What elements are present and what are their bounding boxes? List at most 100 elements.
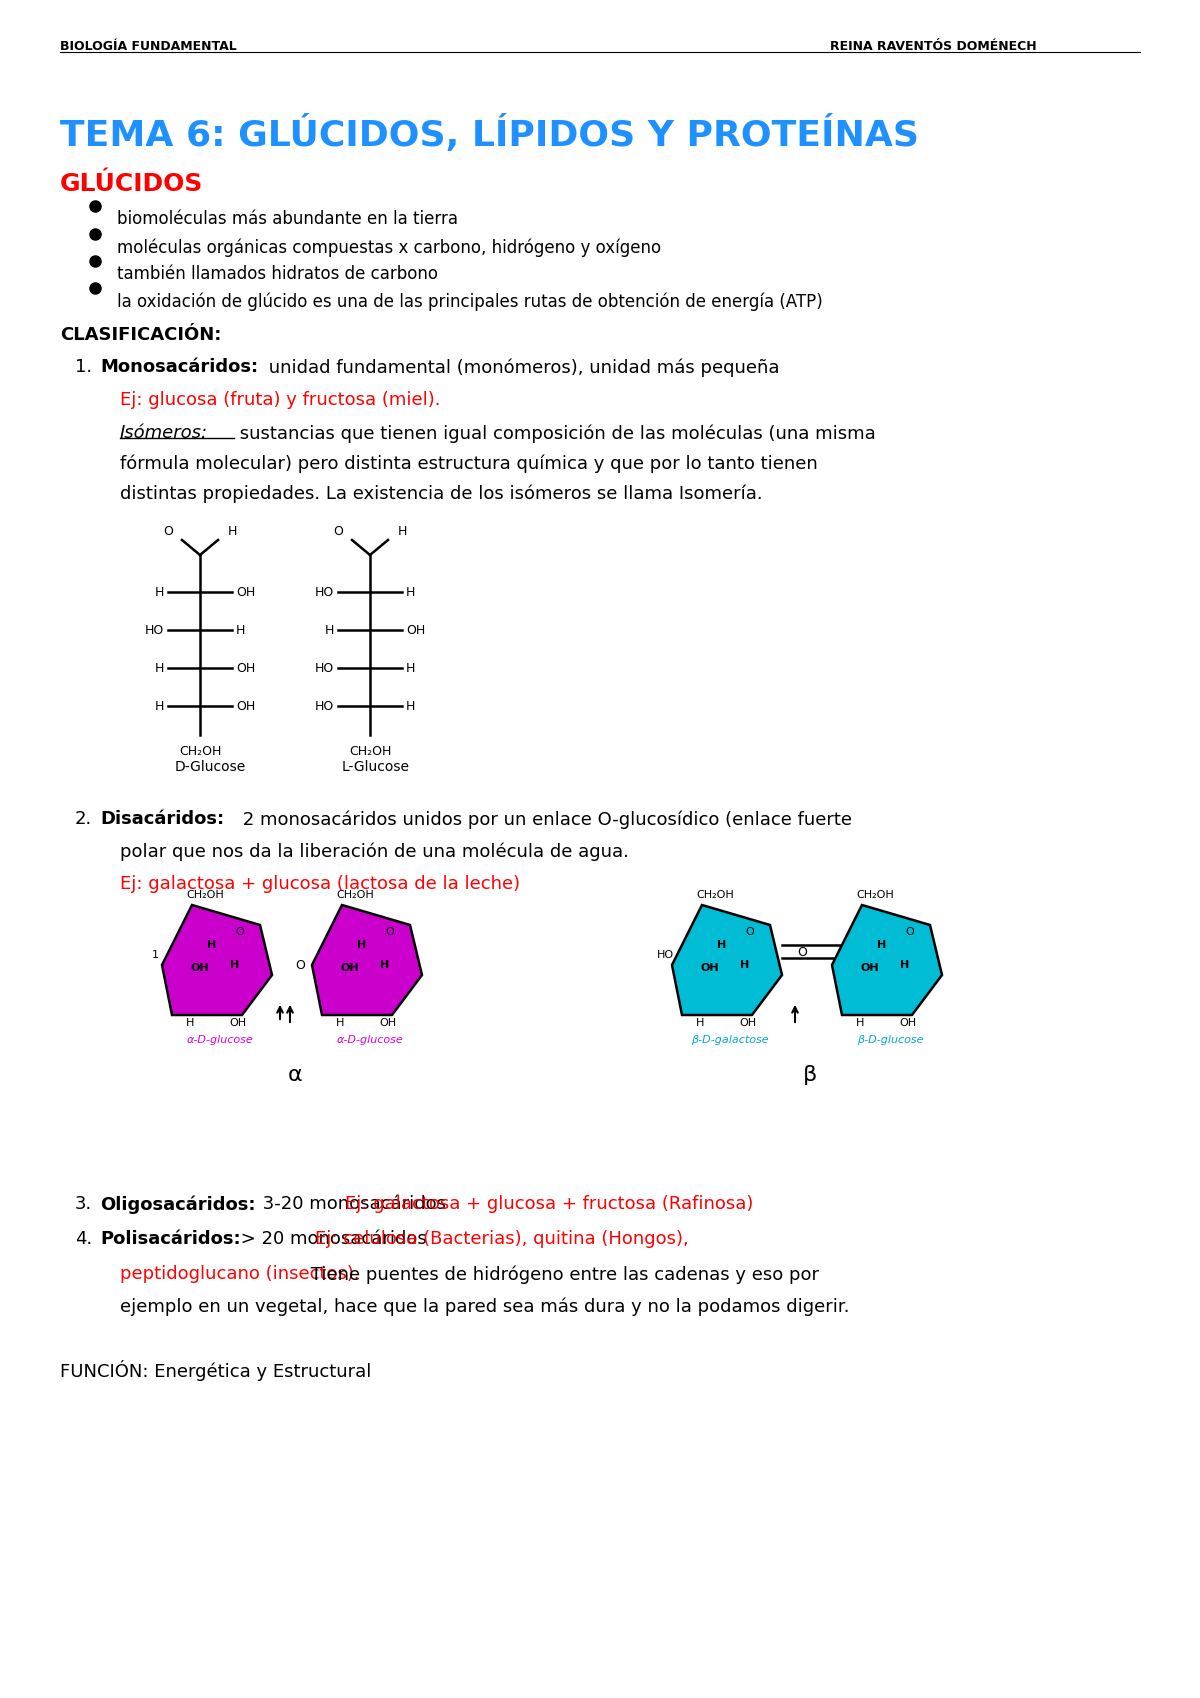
Text: OH: OH <box>229 1019 246 1027</box>
Text: Ej: galactosa + glucosa (lactosa de la leche): Ej: galactosa + glucosa (lactosa de la l… <box>120 874 520 893</box>
Text: Ej: glucosa (fruta) y fructosa (miel).: Ej: glucosa (fruta) y fructosa (miel). <box>120 391 440 409</box>
Text: H: H <box>856 1019 864 1027</box>
Text: H: H <box>380 959 390 970</box>
Text: Ej: galactosa + glucosa + fructosa (Rafinosa): Ej: galactosa + glucosa + fructosa (Rafi… <box>346 1195 754 1212</box>
Text: O: O <box>745 927 755 937</box>
Text: HO: HO <box>656 949 673 959</box>
Text: 2.: 2. <box>74 810 92 829</box>
Text: OH: OH <box>900 1019 917 1027</box>
Text: Tiene puentes de hidrógeno entre las cadenas y eso por: Tiene puentes de hidrógeno entre las cad… <box>305 1265 818 1284</box>
Text: GLÚCIDOS: GLÚCIDOS <box>60 171 203 195</box>
Text: sustancias que tienen igual composición de las moléculas (una misma: sustancias que tienen igual composición … <box>234 424 876 443</box>
Text: H: H <box>155 586 164 598</box>
Text: 1: 1 <box>151 949 158 959</box>
Text: HO: HO <box>314 662 334 674</box>
Text: H: H <box>230 959 240 970</box>
Text: 3.: 3. <box>74 1195 92 1212</box>
Text: O: O <box>235 927 245 937</box>
Text: β: β <box>803 1065 817 1085</box>
Polygon shape <box>312 905 422 1015</box>
Text: H: H <box>227 525 236 538</box>
Polygon shape <box>162 905 272 1015</box>
Text: BIOLOGÍA FUNDAMENTAL: BIOLOGÍA FUNDAMENTAL <box>60 41 236 53</box>
Text: unidad fundamental (monómeros), unidad más pequeña: unidad fundamental (monómeros), unidad m… <box>263 358 780 377</box>
Text: H: H <box>877 941 887 949</box>
Text: H: H <box>397 525 407 538</box>
Text: también llamados hidratos de carbono: también llamados hidratos de carbono <box>118 265 438 284</box>
Text: H: H <box>718 941 727 949</box>
Text: O: O <box>163 525 173 538</box>
Text: distintas propiedades. La existencia de los isómeros se llama Isomería.: distintas propiedades. La existencia de … <box>120 484 763 503</box>
Text: H: H <box>186 1019 194 1027</box>
Text: moléculas orgánicas compuestas x carbono, hidrógeno y oxígeno: moléculas orgánicas compuestas x carbono… <box>118 238 661 256</box>
Text: CH₂OH: CH₂OH <box>179 745 221 757</box>
Text: β-D-glucose: β-D-glucose <box>857 1036 923 1044</box>
Text: L-Glucose: L-Glucose <box>342 761 410 774</box>
Text: Disacáridos:: Disacáridos: <box>100 810 224 829</box>
Text: CH₂OH: CH₂OH <box>186 890 224 900</box>
Text: 2 monosacáridos unidos por un enlace O-glucosídico (enlace fuerte: 2 monosacáridos unidos por un enlace O-g… <box>238 810 852 829</box>
Text: OH: OH <box>341 963 359 973</box>
Text: O: O <box>797 946 806 959</box>
Text: H: H <box>406 586 415 598</box>
Text: OH: OH <box>406 623 425 637</box>
Text: H: H <box>406 662 415 674</box>
Text: OH: OH <box>379 1019 396 1027</box>
Text: O: O <box>295 958 305 971</box>
Text: β-D-galactose: β-D-galactose <box>691 1036 769 1044</box>
Text: 4.: 4. <box>74 1229 92 1248</box>
Text: H: H <box>358 941 367 949</box>
Text: REINA RAVENTÓS DOMÉNECH: REINA RAVENTÓS DOMÉNECH <box>830 41 1037 53</box>
Text: α-D-glucose: α-D-glucose <box>187 1036 253 1044</box>
Text: O: O <box>334 525 343 538</box>
Text: CH₂OH: CH₂OH <box>856 890 894 900</box>
Text: H: H <box>406 700 415 713</box>
Text: OH: OH <box>236 700 256 713</box>
Text: CH₂OH: CH₂OH <box>349 745 391 757</box>
Text: Polisacáridos:: Polisacáridos: <box>100 1229 241 1248</box>
Text: OH: OH <box>860 963 880 973</box>
Text: polar que nos da la liberación de una molécula de agua.: polar que nos da la liberación de una mo… <box>120 842 629 861</box>
Text: OH: OH <box>236 662 256 674</box>
Text: CH₂OH: CH₂OH <box>696 890 734 900</box>
Text: HO: HO <box>314 586 334 598</box>
Text: HO: HO <box>314 700 334 713</box>
Text: la oxidación de glúcido es una de las principales rutas de obtención de energía : la oxidación de glúcido es una de las pr… <box>118 292 823 311</box>
Text: ejemplo en un vegetal, hace que la pared sea más dura y no la podamos digerir.: ejemplo en un vegetal, hace que la pared… <box>120 1297 850 1316</box>
Text: OH: OH <box>236 586 256 598</box>
Text: Ej: celulosa (Bacterias), quitina (Hongos),: Ej: celulosa (Bacterias), quitina (Hongo… <box>314 1229 689 1248</box>
Text: Monosacáridos:: Monosacáridos: <box>100 358 258 375</box>
Text: α-D-glucose: α-D-glucose <box>337 1036 403 1044</box>
Text: OH: OH <box>191 963 209 973</box>
Text: OH: OH <box>701 963 719 973</box>
Text: O: O <box>385 927 395 937</box>
Text: biomoléculas más abundante en la tierra: biomoléculas más abundante en la tierra <box>118 211 458 228</box>
Text: H: H <box>155 662 164 674</box>
Text: > 20 monosacáridos: > 20 monosacáridos <box>235 1229 432 1248</box>
Text: CLASIFICACIÓN:: CLASIFICACIÓN: <box>60 326 221 345</box>
Text: 3-20 monosacáridos: 3-20 monosacáridos <box>257 1195 451 1212</box>
Text: H: H <box>900 959 910 970</box>
Text: CH₂OH: CH₂OH <box>336 890 374 900</box>
Text: H: H <box>740 959 750 970</box>
Text: D-Glucose: D-Glucose <box>175 761 246 774</box>
Text: fórmula molecular) pero distinta estructura química y que por lo tanto tienen: fórmula molecular) pero distinta estruct… <box>120 453 817 472</box>
Text: peptidoglucano (insectos).: peptidoglucano (insectos). <box>120 1265 360 1284</box>
Text: H: H <box>336 1019 344 1027</box>
Text: Oligosacáridos:: Oligosacáridos: <box>100 1195 256 1214</box>
Text: H: H <box>236 623 245 637</box>
Text: H: H <box>325 623 334 637</box>
Text: TEMA 6: GLÚCIDOS, LÍPIDOS Y PROTEÍNAS: TEMA 6: GLÚCIDOS, LÍPIDOS Y PROTEÍNAS <box>60 115 919 153</box>
Text: 1.: 1. <box>74 358 92 375</box>
Polygon shape <box>672 905 782 1015</box>
Text: H: H <box>208 941 217 949</box>
Text: H: H <box>155 700 164 713</box>
Text: OH: OH <box>739 1019 756 1027</box>
Text: FUNCIÓN: Energética y Estructural: FUNCIÓN: Energética y Estructural <box>60 1360 371 1380</box>
Text: H: H <box>696 1019 704 1027</box>
Text: Isómeros:: Isómeros: <box>120 424 208 441</box>
Text: HO: HO <box>145 623 164 637</box>
Text: O: O <box>906 927 914 937</box>
Polygon shape <box>832 905 942 1015</box>
Text: α: α <box>288 1065 302 1085</box>
